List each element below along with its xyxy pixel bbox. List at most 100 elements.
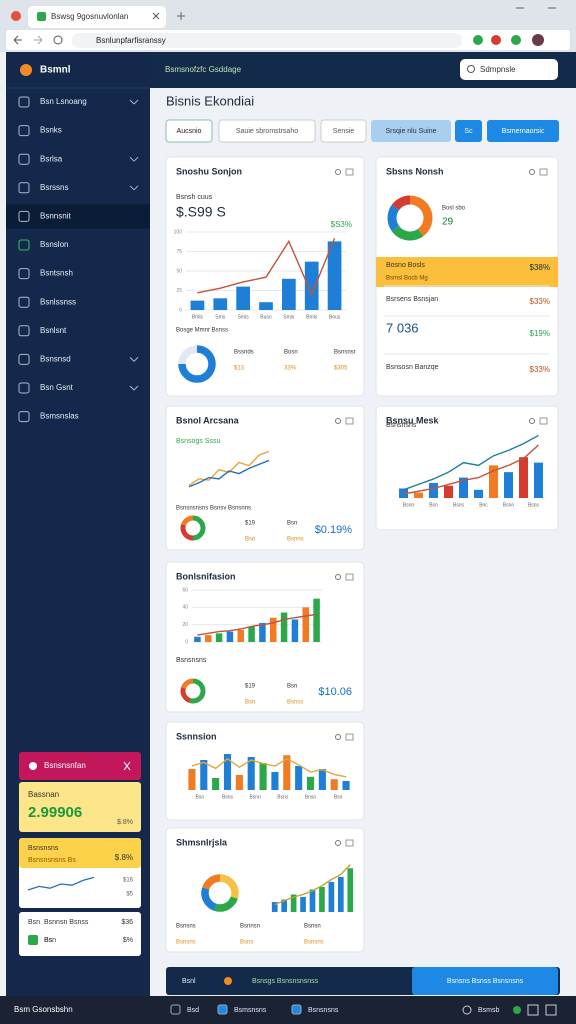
taskbar-item[interactable]: Bsmsnsns bbox=[234, 1007, 267, 1014]
nav-icon bbox=[18, 382, 30, 394]
card-menu-icon[interactable] bbox=[529, 418, 535, 424]
card-menu-icon[interactable] bbox=[335, 169, 341, 175]
stat-label: $19 bbox=[245, 684, 256, 690]
nav-item[interactable]: Bsmsnslas bbox=[40, 412, 79, 421]
x-tick-label: Bnc bbox=[479, 502, 488, 508]
tab-title: Bswsg 9gosnuvlonlan bbox=[51, 12, 128, 21]
toolbar-label[interactable]: Aucsnio bbox=[177, 128, 202, 135]
extension-icon[interactable] bbox=[511, 35, 521, 45]
nav-icon bbox=[18, 210, 30, 222]
card-menu-icon[interactable] bbox=[345, 733, 354, 741]
donut-slice bbox=[180, 524, 194, 541]
search-icon bbox=[467, 65, 475, 73]
card-menu-icon[interactable] bbox=[335, 574, 341, 580]
search-box[interactable] bbox=[460, 59, 558, 80]
stat-label: $19 bbox=[245, 521, 256, 527]
nav-item[interactable]: Bsn Gsnt bbox=[40, 383, 74, 392]
donut-slice bbox=[180, 687, 191, 703]
icon-line bbox=[37, 39, 43, 45]
card-menu-icon[interactable] bbox=[345, 417, 354, 425]
card-caption: Bosge Mmnr Bsnss bbox=[176, 328, 228, 334]
list-cell: $% bbox=[123, 937, 133, 944]
address-text[interactable]: Bsnlunpfarfisranssy bbox=[96, 36, 166, 45]
stat-value: Bsnsns bbox=[176, 940, 196, 946]
browser-tab[interactable] bbox=[28, 6, 166, 28]
toolbar-button[interactable] bbox=[320, 119, 367, 143]
toolbar-button[interactable] bbox=[371, 120, 451, 142]
row-sub: Bsmsl Bocb Mg bbox=[386, 276, 428, 282]
icon-line bbox=[123, 761, 131, 771]
search-text[interactable]: Sdmpnsle bbox=[480, 65, 516, 74]
nav-icon bbox=[18, 325, 30, 337]
nav-item[interactable]: Bsnlsnt bbox=[40, 326, 67, 335]
x-tick-label: Bsns bbox=[222, 794, 234, 800]
bar bbox=[300, 897, 306, 912]
toolbar-button[interactable] bbox=[165, 119, 213, 143]
card-kpi: $.S99 S bbox=[176, 204, 226, 220]
footer-button[interactable] bbox=[412, 967, 558, 995]
taskbar-item[interactable]: Bsnsnsns bbox=[308, 1007, 339, 1014]
extension-icon[interactable] bbox=[491, 35, 501, 45]
card-subtitle: Bsnsnsns bbox=[386, 422, 417, 429]
stat-value: Bsnns bbox=[287, 537, 304, 543]
card-menu-icon[interactable] bbox=[335, 840, 341, 846]
taskbar-icon[interactable] bbox=[217, 1004, 228, 1015]
x-tick-label: Bsn bbox=[334, 794, 343, 800]
footer-button-label[interactable]: Bsnsns Bsnss Bsnsnsns bbox=[447, 978, 524, 985]
x-tick-label: Smis bbox=[283, 314, 295, 320]
toolbar-button[interactable] bbox=[487, 120, 559, 142]
card-menu-icon[interactable] bbox=[335, 418, 341, 424]
extension-icon[interactable] bbox=[473, 35, 483, 45]
nav-item[interactable]: Bsnlssnss bbox=[40, 297, 76, 306]
taskbar-start[interactable]: Bsm Gsonsbshn bbox=[14, 1005, 73, 1014]
taskbar-item[interactable]: Bsd bbox=[187, 1007, 199, 1014]
bar bbox=[330, 779, 338, 790]
icon-line bbox=[129, 156, 135, 162]
toolbar-label[interactable]: Srsqie nlu Suine bbox=[386, 128, 437, 135]
card-menu-icon[interactable] bbox=[345, 168, 354, 176]
address-field[interactable] bbox=[72, 33, 462, 48]
card-menu-icon[interactable] bbox=[345, 573, 354, 581]
profile-icon[interactable] bbox=[532, 34, 544, 46]
kpi-card bbox=[19, 782, 141, 832]
toolbar-label[interactable]: Sc bbox=[464, 128, 473, 135]
card-menu-icon[interactable] bbox=[529, 169, 535, 175]
toolbar-label[interactable]: Sauie sbromstrsaho bbox=[236, 128, 298, 135]
bar bbox=[347, 868, 354, 912]
icon-line bbox=[133, 185, 139, 191]
nav-item[interactable]: Bsnks bbox=[40, 126, 62, 135]
card-title: Bsnol Arcsana bbox=[176, 415, 240, 425]
nav-item[interactable]: Bsnsnsd bbox=[40, 355, 71, 364]
bar bbox=[235, 775, 243, 790]
toolbar-button[interactable] bbox=[455, 120, 482, 142]
donut-slice bbox=[192, 515, 206, 541]
toolbar-label[interactable]: Sensie bbox=[333, 128, 355, 135]
nav-item[interactable]: Bsntsnsh bbox=[40, 269, 73, 278]
card-menu-icon[interactable] bbox=[345, 839, 354, 847]
card-menu-icon[interactable] bbox=[539, 417, 548, 425]
nav-item[interactable]: Bsn Lsnoang bbox=[40, 97, 87, 106]
taskbar-icon[interactable] bbox=[291, 1004, 302, 1015]
donut-slice bbox=[181, 515, 194, 526]
toolbar-button[interactable] bbox=[218, 119, 316, 143]
bar bbox=[342, 781, 350, 790]
card-menu-icon[interactable] bbox=[539, 168, 548, 176]
nav-item[interactable]: Bsnnsnit bbox=[40, 212, 71, 221]
bar bbox=[459, 477, 468, 498]
nav-item[interactable]: Bsrlsa bbox=[40, 154, 63, 163]
icon-line bbox=[37, 35, 43, 41]
trend-sub: Bsnsnsnsns Bs bbox=[28, 857, 76, 864]
nav-item[interactable]: Bsrssns bbox=[40, 183, 68, 192]
icon-line bbox=[13, 35, 19, 41]
card-menu-icon[interactable] bbox=[335, 734, 341, 740]
icon-line bbox=[13, 39, 19, 45]
footer-text: Bsnsgs Bsnsnsnsnss bbox=[252, 978, 319, 985]
stat-label: Bsnsnsr bbox=[334, 350, 356, 356]
icon-line bbox=[152, 12, 160, 20]
taskbar-icon[interactable] bbox=[170, 1004, 181, 1015]
toolbar-label[interactable]: Bsmernaorsic bbox=[502, 128, 545, 135]
nav-item[interactable]: Bsnslon bbox=[40, 240, 68, 249]
card-total: $0.19% bbox=[315, 524, 353, 536]
